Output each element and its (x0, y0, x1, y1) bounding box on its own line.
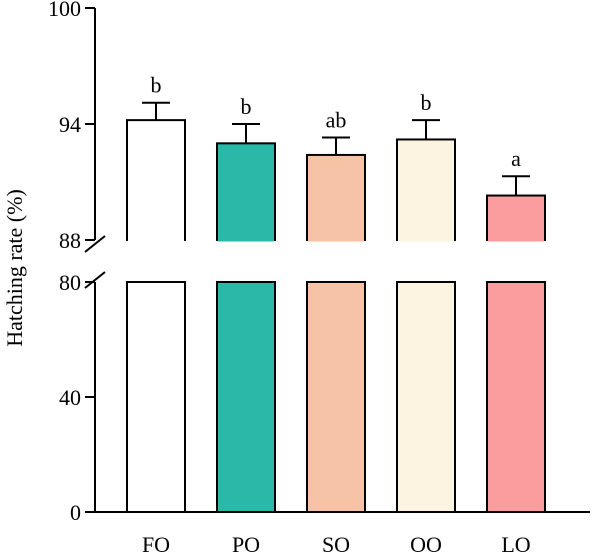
y-axis-title: Hatching rate (%) (2, 189, 27, 347)
y-tick-label-80: 80 (59, 270, 81, 295)
category-label-po: PO (232, 532, 260, 557)
y-tick-label-40: 40 (59, 385, 81, 410)
significance-label-po: b (241, 94, 252, 119)
significance-label-so: ab (326, 108, 347, 133)
axis-break-mark-upper (84, 235, 106, 253)
bar-fo-upper (126, 119, 186, 241)
y-tick-label-94: 94 (59, 112, 81, 137)
bar-lo-upper (486, 194, 546, 242)
category-label-fo: FO (142, 532, 170, 557)
category-label-oo: OO (410, 532, 442, 557)
y-tick-label-0: 0 (70, 500, 81, 525)
y-axis (84, 7, 590, 513)
bar-fo-lower (126, 281, 186, 513)
bar-oo-lower (396, 281, 456, 513)
bar-so-upper (306, 153, 366, 241)
significance-label-oo: b (421, 90, 432, 115)
labels-layer: b FO b PO ab SO b OO a LO 0 40 80 88 94 100 (48, 0, 531, 557)
category-label-so: SO (322, 532, 350, 557)
y-tick-label-88: 88 (59, 228, 81, 253)
category-label-lo: LO (501, 532, 530, 557)
axis-break-mark-lower (84, 271, 106, 289)
bar-oo-upper (396, 138, 456, 241)
bar-po-upper (216, 142, 276, 241)
bar-po-lower (216, 281, 276, 513)
bar-so-lower (306, 281, 366, 513)
significance-label-fo: b (151, 73, 162, 98)
bar-lo-lower (486, 281, 546, 513)
bars-layer (126, 101, 546, 513)
y-tick-label-100: 100 (48, 0, 81, 21)
significance-label-lo: a (511, 146, 521, 171)
